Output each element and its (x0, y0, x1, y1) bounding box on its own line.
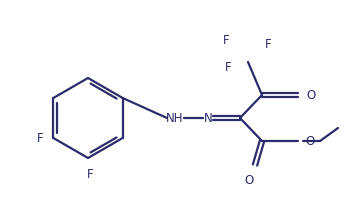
Text: N: N (204, 112, 212, 125)
Text: NH: NH (166, 112, 184, 125)
Text: O: O (244, 174, 254, 187)
Text: F: F (265, 37, 271, 50)
Text: F: F (37, 131, 43, 144)
Text: F: F (223, 34, 229, 47)
Text: O: O (305, 134, 314, 147)
Text: F: F (225, 60, 231, 73)
Text: O: O (306, 88, 315, 101)
Text: F: F (87, 168, 93, 181)
